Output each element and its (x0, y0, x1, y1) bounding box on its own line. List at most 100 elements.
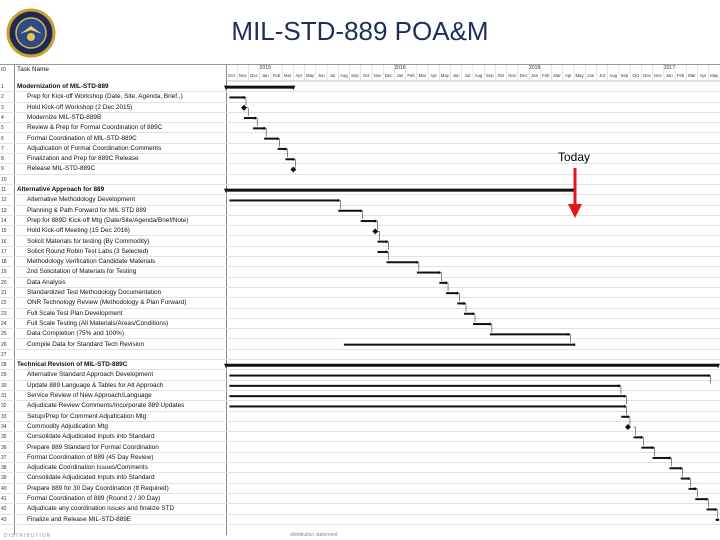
task-bar (229, 405, 625, 408)
month-label: Nov (373, 73, 382, 78)
task-row[interactable]: 18 Methodology Verification Candidate Mat… (0, 257, 720, 268)
dependency-link (652, 447, 655, 456)
task-id: 40 (1, 485, 7, 492)
month-label: Jan (531, 73, 539, 78)
task-row[interactable]: 39 Consolidate Adjudicated Inputs into St… (0, 473, 720, 484)
task-bar (489, 333, 569, 336)
task-row[interactable]: 1 Modernization of MIL-STD-889 (0, 82, 720, 93)
task-id: 19 (1, 269, 7, 276)
task-row[interactable]: 6 Formal Coordination of MIL-STD-889C (0, 134, 720, 144)
dependency-link (246, 107, 249, 117)
task-row[interactable]: 33 Setup/Prep for Comment Adjudication Mt… (0, 412, 720, 422)
task-row[interactable]: 9 Release MIL-STD-889C (0, 164, 720, 175)
task-row[interactable]: 14 Prep for 889D Kick-off Mtg (Date/Site/… (0, 216, 720, 227)
month-label: Jun (587, 73, 595, 78)
task-name: Data Completion (75% and 100%) (27, 330, 124, 338)
milestone-marker (624, 424, 631, 431)
task-row[interactable]: 7 Adjudication of Formal Coordination Com… (0, 144, 720, 155)
task-row[interactable]: 32 Adjudicate Review Comments/Incorporate… (0, 401, 720, 412)
task-id: 18 (1, 259, 7, 266)
task-bar (652, 456, 670, 459)
task-row[interactable]: 13 Planning & Path Forward for MIL STD 88… (0, 206, 720, 216)
task-row[interactable]: 20 Data Analysis (0, 278, 720, 288)
task-id: 36 (1, 444, 7, 451)
task-row[interactable]: 28 Technical Revision of MIL-STD-889C (0, 360, 720, 371)
summary-task-name: Alternative Approach for 889 (17, 186, 105, 193)
task-row[interactable]: 25 Data Completion (75% and 100%) (0, 329, 720, 340)
task-row[interactable]: 10 (0, 175, 720, 185)
month-label: Jul (464, 73, 471, 78)
task-id: 32 (1, 403, 7, 410)
task-id: 5 (1, 125, 4, 132)
task-bar (229, 199, 339, 202)
task-name-column-header: Task Name (17, 66, 49, 73)
task-bar (252, 127, 265, 130)
task-bar (688, 487, 696, 490)
task-name: Adjudication of Formal Coordination Comm… (27, 144, 162, 152)
task-bar (621, 415, 628, 418)
task-row[interactable]: 23 Full Scale Test Plan Development (0, 309, 720, 319)
dependency-link (641, 437, 644, 446)
task-row[interactable]: 31 Service Review of New Approach/Languag… (0, 391, 720, 402)
task-row[interactable]: 24 Full Scale Testing (All Materials/Area… (0, 319, 720, 330)
task-row[interactable]: 8 Finalization and Prep for 889C Release (0, 154, 720, 165)
dependency-link (473, 313, 476, 323)
task-row[interactable]: 15 Hold Kick-off Meeting (15 Dec 2016) (0, 226, 720, 237)
task-row[interactable]: 26 Compile Data for Standard Tech Revisio… (0, 340, 720, 350)
task-row[interactable]: 21 Standardized Test Methodology Document… (0, 288, 720, 299)
task-name: Prep for 889D Kick-off Mtg (Date/Site/Ag… (27, 216, 189, 224)
task-name: Finalization and Prep for 889C Release (27, 155, 139, 163)
milestone-marker (372, 228, 379, 235)
month-label: Oct (497, 73, 505, 78)
task-bar (464, 312, 473, 315)
summary-bar (226, 363, 718, 367)
task-row[interactable]: 41 Formal Coordination of 889 (Round 2 / … (0, 494, 720, 505)
task-row[interactable]: 27 (0, 350, 720, 361)
task-name: Commodity Adjudication Mtg (27, 422, 108, 430)
task-row[interactable]: 17 Solicit Round Robin Test Labs (3 Selec… (0, 247, 720, 258)
dependency-link (708, 375, 712, 384)
task-row[interactable]: 22 ONR Technology Review (Methodology & P… (0, 298, 720, 309)
month-label: May (575, 73, 584, 78)
task-bar-end (716, 518, 720, 522)
task-name: Release MIL-STD-889C (27, 165, 96, 173)
task-bar (669, 467, 681, 470)
task-name: Service Review of New Approach/Language (27, 392, 152, 399)
task-row[interactable]: 29 Alternative Standard Approach Developm… (0, 370, 720, 381)
task-id: 9 (1, 166, 4, 173)
task-row[interactable]: 11 Alternative Approach for 889 (0, 185, 720, 196)
task-row[interactable]: 42 Adjudicate any coordination issues and… (0, 504, 720, 515)
task-row[interactable]: 34 Commodity Adjudication Mtg (0, 422, 720, 433)
summary-bar-end (224, 85, 228, 91)
month-label: Nov (643, 73, 651, 78)
task-row[interactable]: 2 Prep for Kick-off Workshop (Date, Site,… (0, 92, 720, 103)
task-row[interactable]: 16 Solicit Materials for testing (By Comm… (0, 237, 720, 247)
task-row[interactable]: 37 Formal Coordination of 889 (45 Day Rev… (0, 453, 720, 464)
task-name: Finalize and Release MIL-STD-889E (27, 515, 132, 523)
task-name: Formal Coordination of 889 (45 Day Revie… (27, 453, 154, 461)
task-row[interactable]: 4 Modernize MIL-STD-889B (0, 113, 720, 124)
task-id: 4 (1, 114, 4, 121)
task-row[interactable]: 38 Adjudicate Coordination Issues/Comment… (0, 463, 720, 474)
dependency-link (627, 416, 631, 426)
task-name: Hold Kick-off Meeting (15 Dec 2016) (27, 227, 130, 235)
task-bar (229, 395, 625, 398)
month-label: Feb (272, 73, 281, 78)
task-row[interactable]: 40 Prepare 889 for 30 Day Coordination (I… (0, 484, 720, 494)
task-bar (229, 384, 619, 387)
month-label: Jan (396, 73, 404, 78)
task-id: 11 (1, 187, 7, 193)
task-row[interactable]: 19 2nd Solicitation of Materials for Test… (0, 267, 720, 278)
gantt-chart: ID Task Name Oct Nov Dec Jan Feb Mar Apr May Jun… (0, 64, 720, 535)
task-row[interactable]: 30 Update 889 Language & Tables for Alt A… (0, 381, 720, 391)
task-id: 28 (1, 362, 7, 369)
task-id: 23 (1, 310, 7, 317)
task-row[interactable]: 43 Finalize and Release MIL-STD-889E (0, 515, 720, 525)
task-row[interactable]: 3 Hold Kick-off Workshop (2 Dec 2015) (0, 103, 720, 113)
milestone-marker (290, 166, 297, 173)
task-row[interactable]: 35 Consolidate Adjudicated Inputs into St… (0, 432, 720, 443)
task-row[interactable]: 5 Review & Prep for Formal Coordination o… (0, 123, 720, 134)
task-row[interactable]: 12 Alternative Methodology Development (0, 195, 720, 206)
month-label: Jun (317, 73, 325, 78)
task-row[interactable]: 36 Prepare 889 Standard for Formal Coordi… (0, 443, 720, 453)
